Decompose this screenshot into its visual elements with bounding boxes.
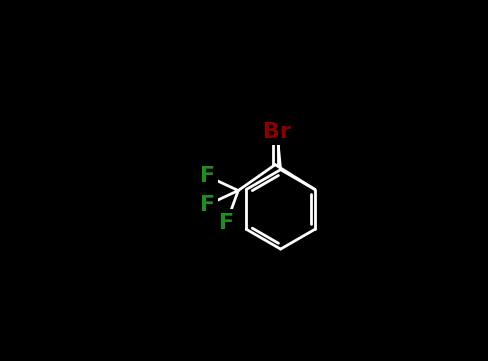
Text: O: O [265, 120, 284, 140]
Text: F: F [199, 195, 214, 215]
Text: Br: Br [263, 122, 290, 142]
Text: F: F [219, 213, 234, 233]
Text: F: F [199, 166, 214, 186]
